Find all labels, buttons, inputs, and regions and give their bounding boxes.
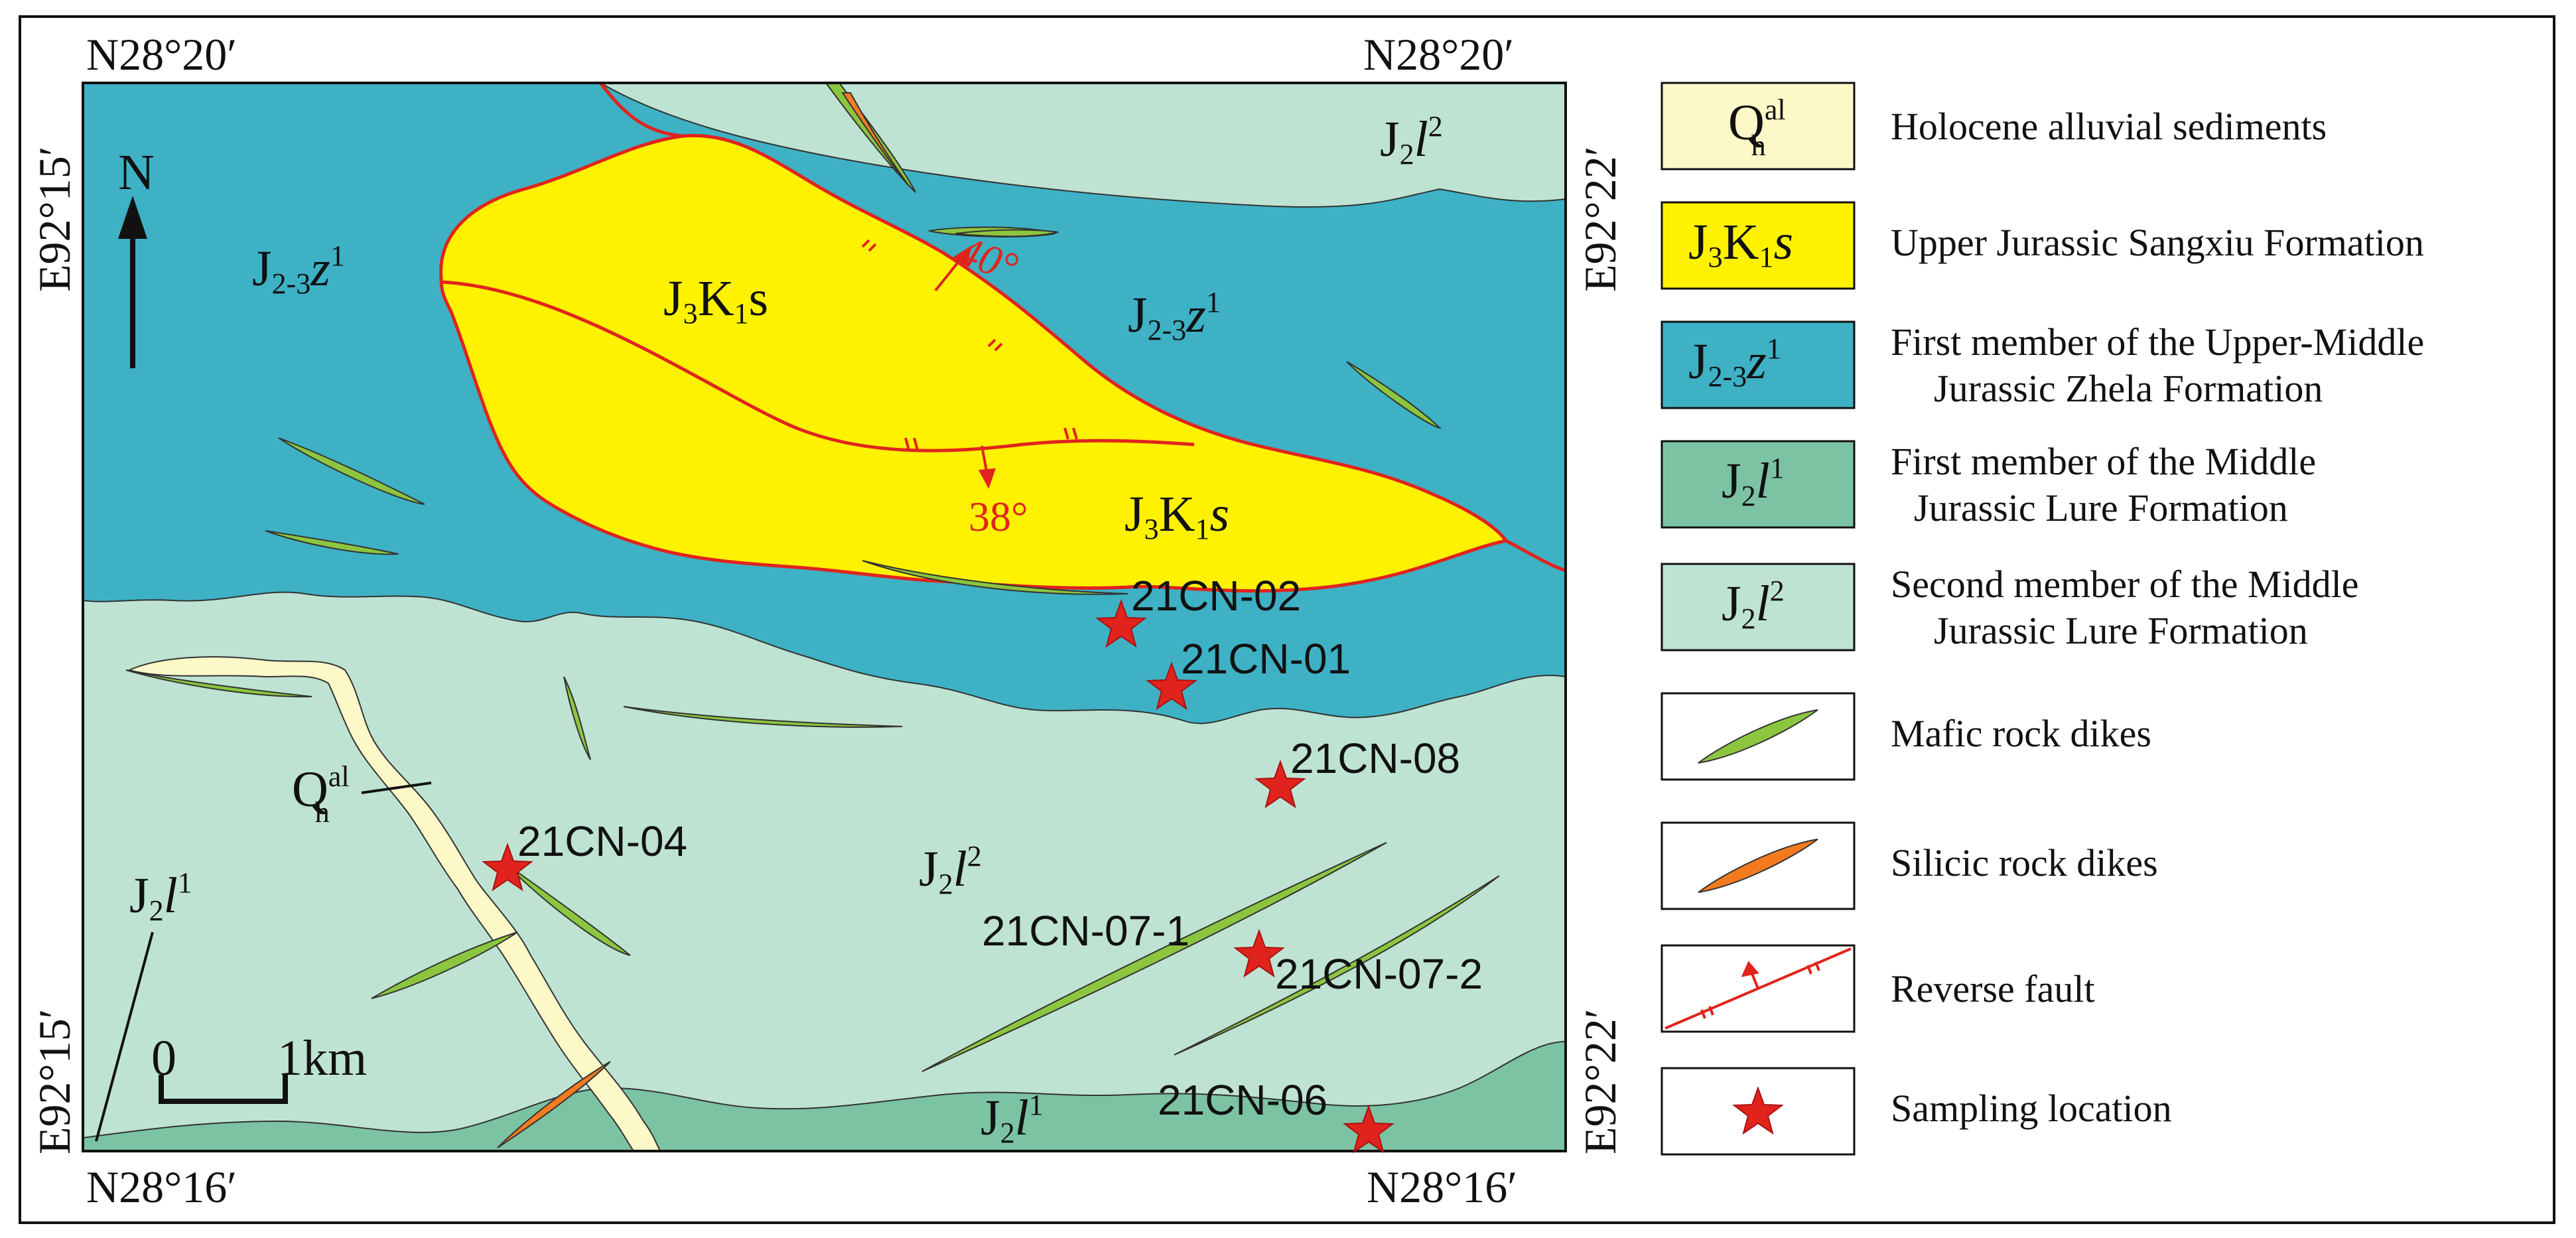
sample-star-21CN-02 [1095,599,1147,648]
unit-sangxiu-formation [439,133,1509,593]
sample-star-21CN-06 [1343,1105,1394,1154]
fault-extension-e [1505,539,1566,573]
scale-label: 1km [277,1030,367,1086]
unit-label-jz-main: J2-3z1 [252,240,345,300]
legend-reverse-fault-icon [1664,947,1852,1030]
sample-label-21CN-08: 21CN-08 [1290,734,1460,782]
legend-label-lure-second-2: Jurassic Lure Formation [1934,609,2308,652]
legend-swatch-lure-first [1661,440,1856,529]
silicic-dikes [497,92,910,1148]
legend-label-mafic: Mafic rock dikes [1891,712,2151,755]
internal-fault-line [441,280,1195,452]
legend-label-lure-first-1: First member of the Middle [1891,440,2316,483]
sample-label-21CN-07-1: 21CN-07-1 [982,907,1189,955]
sample-label-21CN-04: 21CN-04 [517,817,687,865]
legend-silicic-dike-icon [1698,839,1818,893]
unit-label-jl1-left: J2l1 [129,866,192,927]
unit-label-jl1-bottom: J2l1 [981,1089,1044,1149]
mafic-dikes [125,83,1500,1072]
north-arrow-head [118,196,147,239]
coord-right-top-lon: E92°22′ [1575,146,1625,292]
unit-label-jk-north: J3K1s [663,271,768,330]
legend-label-sample: Sampling location [1891,1087,2172,1130]
map-area [83,83,1566,1151]
north-arrow-label: N [118,145,155,200]
coord-top-right-lat: N28°20′ [1363,29,1514,80]
sample-label-21CN-06: 21CN-06 [1158,1076,1327,1124]
legend-symbol-zhela: J2-3z1 [1688,332,1781,393]
sample-star-21CN-04 [482,843,533,892]
sample-label-21CN-02: 21CN-02 [1131,572,1301,620]
coord-left-bottom-lon: E92°15′ [29,1008,80,1154]
sample-star-21CN-08 [1254,760,1306,809]
unit-lure-first-member-band [83,1040,1566,1151]
scale-bar: 0 1km [151,1030,367,1104]
unit-holocene-alluvial [127,656,661,1151]
legend-symbol-holocene: Qal h [1728,94,1786,162]
north-arrow: N [118,145,155,368]
legend: Qal h Holocene alluvial sediments J3K1s U… [1661,82,2424,1156]
unit-label-jz-center: J2-3z1 [1128,286,1221,346]
legend-label-holocene: Holocene alluvial sediments [1891,105,2327,148]
legend-label-silicic: Silicic rock dikes [1891,841,2158,884]
dip-angle-south: 38° [969,493,1028,540]
legend-swatch-holocene [1661,82,1856,171]
sample-star-21CN-01 [1146,661,1197,711]
unit-label-jk-south: J3K1s [1124,486,1229,545]
legend-mafic-dike-icon [1698,709,1818,764]
fault-ticks [861,239,1078,450]
dip-arrows [934,245,996,489]
legend-symbol-lure-first: J2l1 [1722,452,1785,512]
legend-label-zhela-1: First member of the Upper-Middle [1891,320,2424,364]
coord-bottom-left-lat: N28°16′ [86,1162,237,1212]
legend-label-lure-second-1: Second member of the Middle [1891,563,2359,606]
unit-label-jl2-center: J2l2 [919,840,982,900]
legend-swatch-lure-second [1661,563,1856,652]
coord-top-left-lat: N28°20′ [86,29,237,80]
mafic-dike-small [955,229,1059,238]
sample-star-21CN-07-1 [1233,929,1285,978]
sample-markers [482,599,1394,1154]
legend-symbol-sangxiu: J3K1s [1688,214,1793,273]
unit-label-jl2-ne: J2l2 [1380,110,1443,171]
legend-star-icon [1732,1086,1784,1135]
fault-extension-nw [599,83,684,138]
leader-qh [361,782,432,794]
coord-bottom-right-lat: N28°16′ [1367,1162,1517,1212]
scale-zero: 0 [151,1030,176,1086]
coord-right-bottom-lon: E92°22′ [1575,1008,1625,1154]
legend-label-sangxiu: Upper Jurassic Sangxiu Formation [1891,221,2424,264]
map-frame [82,82,1567,1152]
legend-symbol-lure-second: J2l2 [1722,575,1785,635]
legend-label-zhela-2: Jurassic Zhela Formation [1934,367,2323,410]
legend-swatch-sangxiu [1661,201,1856,290]
leader-jl1-left [95,931,154,1142]
legend-label-lure-first-2: Jurassic Lure Formation [1914,486,2288,529]
sample-label-21CN-07-2: 21CN-07-2 [1275,950,1483,998]
sample-label-21CN-01: 21CN-01 [1181,635,1351,683]
legend-swatch-zhela [1661,320,1856,409]
legend-label-fault: Reverse fault [1891,967,2095,1010]
outer-frame [19,15,2555,1224]
unit-label-qh: Qal h [292,760,350,829]
coord-left-top-lon: E92°15′ [29,146,80,292]
